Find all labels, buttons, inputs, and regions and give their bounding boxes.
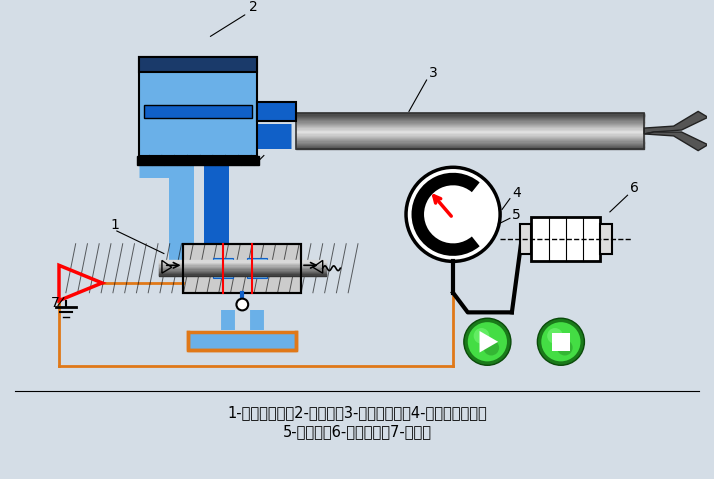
Text: 4: 4	[512, 186, 521, 200]
Bar	[531, 217, 600, 261]
Polygon shape	[480, 331, 498, 353]
Text: 6: 6	[630, 181, 638, 195]
Bar	[257, 102, 296, 121]
Text: 2: 2	[249, 0, 258, 14]
Text: 3: 3	[428, 66, 437, 80]
Bar	[139, 57, 257, 156]
Text: 1: 1	[110, 218, 119, 232]
Circle shape	[236, 298, 248, 310]
Circle shape	[541, 322, 580, 361]
Circle shape	[406, 167, 500, 262]
Bar	[139, 57, 257, 72]
Bar	[183, 244, 301, 293]
Polygon shape	[644, 132, 708, 150]
Text: 7: 7	[51, 297, 60, 310]
Bar	[144, 104, 252, 118]
Bar	[188, 332, 296, 350]
Bar	[296, 114, 644, 148]
Bar	[552, 333, 570, 351]
Bar	[183, 244, 301, 293]
Circle shape	[468, 322, 507, 361]
Bar	[520, 224, 531, 254]
Bar	[213, 259, 233, 278]
Circle shape	[538, 318, 585, 365]
Circle shape	[547, 328, 563, 344]
Text: 5-电位器；6-步进电机；7-放大器: 5-电位器；6-步进电机；7-放大器	[283, 424, 431, 439]
Polygon shape	[644, 112, 708, 134]
Bar	[247, 259, 267, 278]
Circle shape	[557, 340, 573, 355]
Circle shape	[473, 328, 489, 344]
Text: 5: 5	[512, 208, 521, 222]
Text: 1-电液伺服阀；2-液压缸；3-机械手手臂；4-齿轮齿条机构；: 1-电液伺服阀；2-液压缸；3-机械手手臂；4-齿轮齿条机构；	[227, 405, 487, 420]
Bar	[137, 156, 259, 165]
Circle shape	[483, 340, 499, 355]
Circle shape	[464, 318, 511, 365]
Bar	[600, 224, 612, 254]
